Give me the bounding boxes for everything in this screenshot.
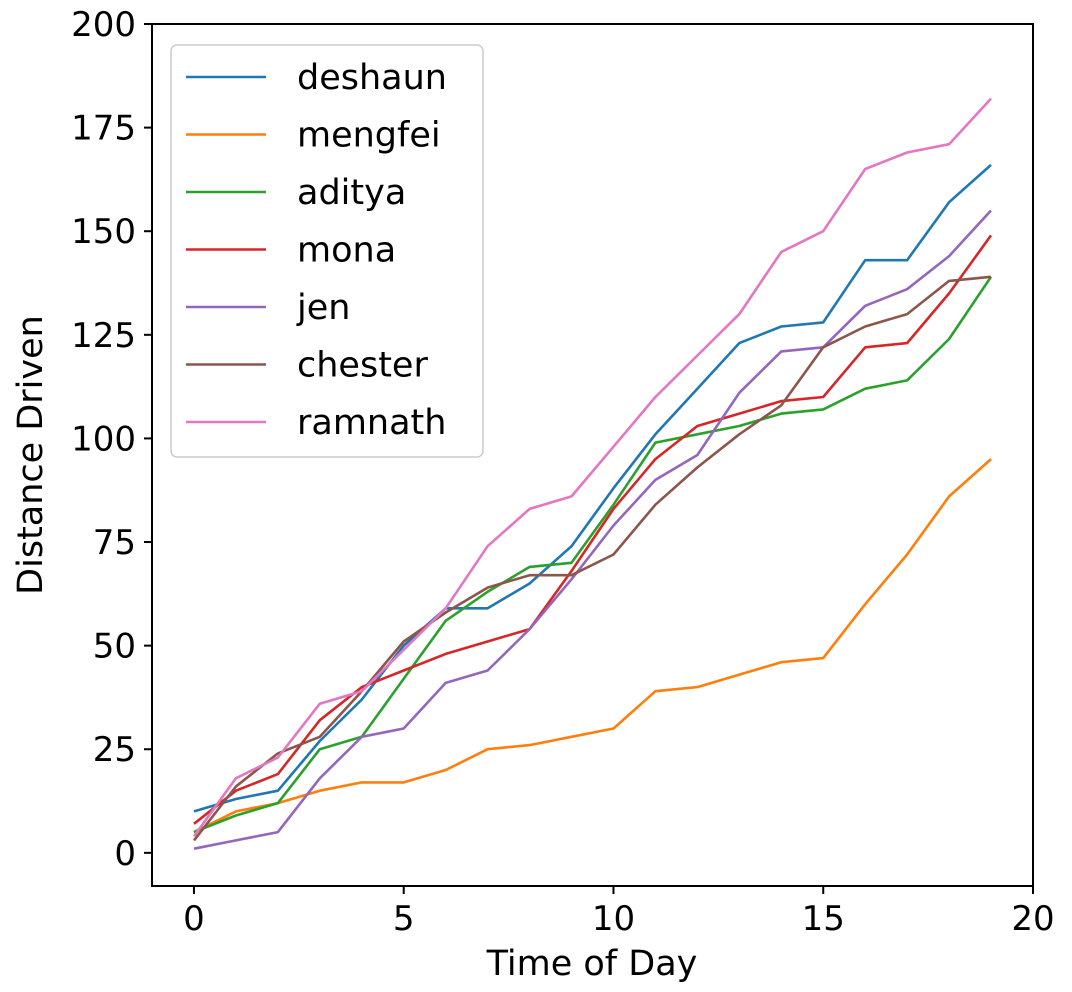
y-tick-label: 150 — [71, 212, 136, 252]
series-line-mona — [193, 234, 993, 825]
y-tick-label: 125 — [71, 316, 136, 356]
y-tick-label: 0 — [114, 834, 136, 874]
plot-frame — [151, 23, 1034, 887]
x-axis-title: Time of Day — [486, 944, 698, 984]
legend-label-mengfei: mengfei — [297, 116, 441, 156]
y-tick-label: 75 — [93, 523, 136, 563]
x-tick-label: 20 — [1011, 899, 1054, 939]
series-line-ramnath — [192, 97, 992, 838]
x-tick-label: 0 — [183, 899, 205, 939]
y-axis-title: Distance Driven — [11, 315, 51, 595]
y-axis: 0 25 50 75 100 125 150 175 200 — [71, 5, 152, 874]
series-line-jen — [193, 209, 992, 850]
y-tick-label: 175 — [71, 109, 136, 149]
legend-label-chester: chester — [297, 346, 428, 386]
series-line-aditya — [193, 276, 993, 834]
y-tick-label: 25 — [93, 730, 136, 770]
legend-label-mona: mona — [297, 231, 396, 271]
legend-label-aditya: aditya — [297, 173, 406, 213]
legend-label-jen: jen — [296, 288, 350, 328]
x-tick-label: 5 — [393, 899, 415, 939]
y-tick-label: 100 — [71, 419, 136, 459]
series-line-chester — [192, 275, 992, 842]
legend: deshaun mengfei aditya mona jen chester ramnat… — [170, 44, 484, 458]
series-layer — [192, 97, 993, 850]
x-axis: 0 5 10 15 20 — [183, 886, 1055, 939]
y-tick-label: 200 — [71, 5, 136, 45]
legend-label-deshaun: deshaun — [297, 58, 447, 98]
series-line-deshaun — [193, 163, 992, 813]
legend-box — [170, 44, 484, 458]
x-tick-label: 10 — [592, 899, 635, 939]
series-line-mengfei — [193, 458, 992, 834]
legend-label-ramnath: ramnath — [297, 403, 446, 443]
y-tick-label: 50 — [93, 627, 136, 667]
x-tick-label: 15 — [802, 899, 845, 939]
